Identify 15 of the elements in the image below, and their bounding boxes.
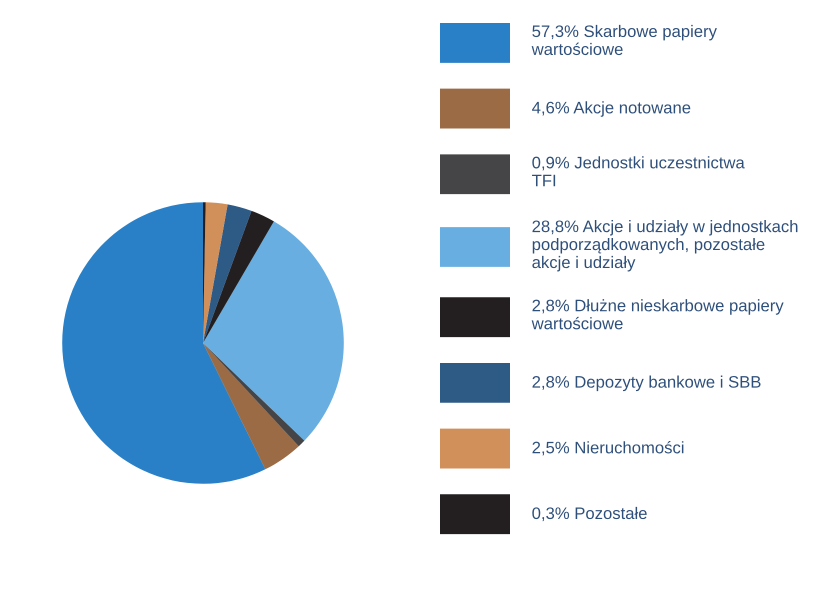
legend-label: 2,8% Dłużne nieskarbowe papiery wartościowe [532, 299, 784, 330]
legend-label: 0,3% Pozostałe [532, 506, 647, 522]
pie-slice [203, 343, 304, 446]
pie-slice [203, 210, 274, 343]
legend-label: 4,6% Akcje notowane [532, 101, 690, 117]
legend-label: 0,9% Jednostki uczestnictwa TFI [532, 156, 745, 186]
pie-slice [62, 202, 266, 484]
legend-label: 2,8% Depozyty bankowe i SBB [532, 376, 761, 392]
pie-slice [203, 204, 252, 343]
pie-slice [203, 221, 344, 441]
pie-slice [203, 343, 299, 470]
legend-label: 2,5% Nieruchomości [532, 441, 684, 456]
legend-label: 57,3% Skarbowe papiery wartościowe [532, 24, 717, 56]
legend-label: 28,8% Akcje i udziały w jednostkach podporządkowanych, pozostałe akcje i udziały [532, 220, 798, 272]
pie-slice [203, 202, 228, 343]
